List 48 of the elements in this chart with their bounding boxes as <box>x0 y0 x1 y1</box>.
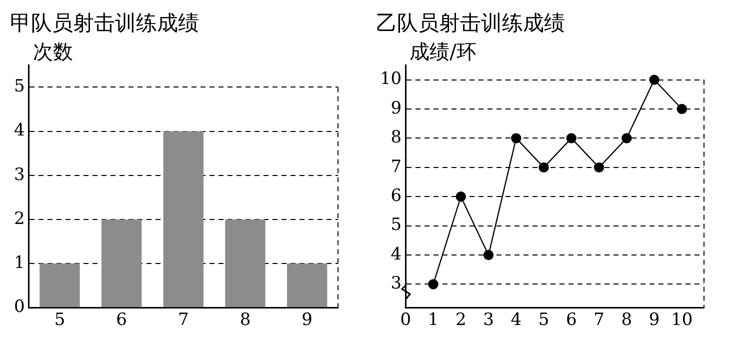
point <box>649 74 660 85</box>
point <box>566 133 576 144</box>
y-tick-label: 10 <box>380 69 402 90</box>
y-tick-label: 0 <box>14 297 25 318</box>
x-tick-label: 8 <box>240 310 251 330</box>
y-tick-label: 2 <box>14 208 25 229</box>
point <box>538 162 549 173</box>
bar <box>286 264 328 308</box>
bar <box>225 219 266 308</box>
point <box>676 104 687 114</box>
y-axis-title: 成绩/环 <box>410 39 476 64</box>
x-tick-label: 7 <box>594 310 604 330</box>
x-tick-label: 4 <box>510 310 522 330</box>
point <box>456 192 466 202</box>
bar <box>101 219 142 308</box>
x-tick-label: 9 <box>648 310 660 330</box>
point <box>483 250 494 260</box>
x-tick-label: 5 <box>54 310 66 330</box>
point <box>428 279 438 290</box>
y-tick-label: 4 <box>390 244 402 264</box>
point <box>594 162 604 173</box>
y-tick-label: 3 <box>14 164 25 185</box>
x-tick-label: 5 <box>538 310 550 330</box>
x-tick-label: 6 <box>116 310 127 330</box>
x-tick-label: 3 <box>483 310 494 330</box>
x-tick-label: 7 <box>178 310 189 330</box>
y-tick-label: 7 <box>390 156 402 177</box>
point <box>622 133 632 144</box>
chart-title: 甲队员射击训练成绩 <box>10 11 199 36</box>
x-tick-label: 2 <box>455 310 466 330</box>
x-tick-label: 10 <box>671 310 693 330</box>
chart-title: 乙队员射击训练成绩 <box>376 11 565 36</box>
x-tick-label: 1 <box>428 310 439 330</box>
y-tick-label: 5 <box>14 76 25 97</box>
x-tick-label: 6 <box>566 310 577 330</box>
y-axis-title: 次数 <box>32 39 73 64</box>
y-tick-label: 3 <box>390 274 402 294</box>
y-tick-label: 9 <box>390 98 402 118</box>
y-tick-label: 1 <box>14 252 25 273</box>
bar <box>40 264 80 308</box>
y-tick-label: 8 <box>390 128 402 148</box>
y-tick-label: 5 <box>390 215 402 236</box>
x-tick-label: 8 <box>621 310 632 330</box>
point <box>511 133 522 144</box>
bar <box>163 131 204 308</box>
y-tick-label: 4 <box>14 120 25 141</box>
x-tick-label: 9 <box>302 310 312 330</box>
y-tick-label: 6 <box>390 186 402 206</box>
